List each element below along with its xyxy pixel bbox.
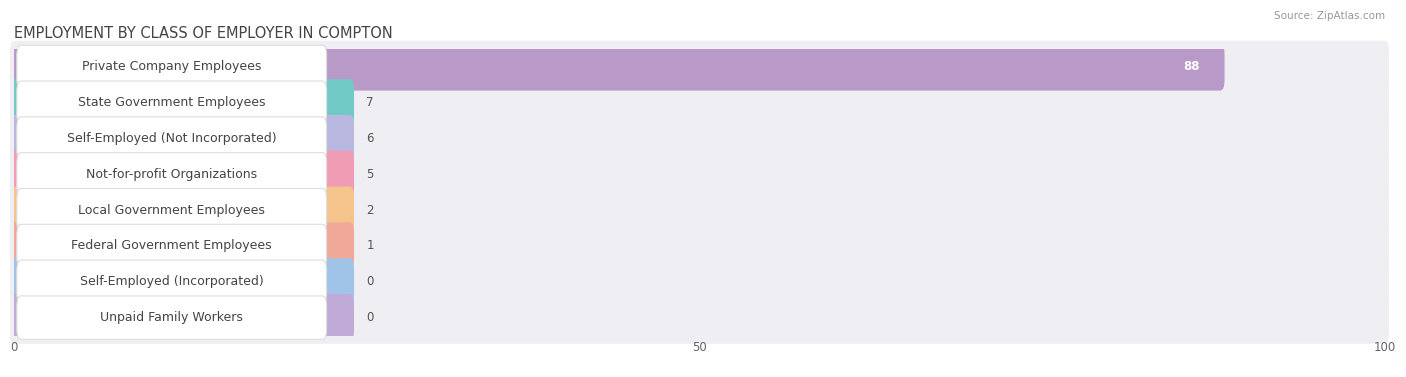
- FancyBboxPatch shape: [17, 188, 326, 232]
- FancyBboxPatch shape: [10, 294, 354, 341]
- Text: Private Company Employees: Private Company Employees: [82, 60, 262, 74]
- FancyBboxPatch shape: [10, 258, 354, 305]
- FancyBboxPatch shape: [10, 220, 1389, 272]
- Text: Self-Employed (Not Incorporated): Self-Employed (Not Incorporated): [67, 132, 277, 145]
- Text: 6: 6: [367, 132, 374, 145]
- Text: 7: 7: [367, 96, 374, 109]
- FancyBboxPatch shape: [10, 151, 354, 198]
- FancyBboxPatch shape: [17, 45, 326, 89]
- Text: 2: 2: [367, 204, 374, 217]
- Text: EMPLOYMENT BY CLASS OF EMPLOYER IN COMPTON: EMPLOYMENT BY CLASS OF EMPLOYER IN COMPT…: [14, 26, 392, 41]
- FancyBboxPatch shape: [10, 43, 1225, 90]
- FancyBboxPatch shape: [10, 115, 354, 162]
- Text: Source: ZipAtlas.com: Source: ZipAtlas.com: [1274, 11, 1385, 21]
- FancyBboxPatch shape: [17, 81, 326, 124]
- Text: 5: 5: [367, 168, 374, 181]
- Text: 0: 0: [367, 311, 374, 324]
- Text: Self-Employed (Incorporated): Self-Employed (Incorporated): [80, 275, 263, 288]
- FancyBboxPatch shape: [17, 296, 326, 339]
- Text: 0: 0: [367, 275, 374, 288]
- FancyBboxPatch shape: [17, 224, 326, 268]
- FancyBboxPatch shape: [10, 41, 1389, 93]
- FancyBboxPatch shape: [10, 112, 1389, 165]
- FancyBboxPatch shape: [17, 260, 326, 303]
- Text: Federal Government Employees: Federal Government Employees: [72, 239, 271, 253]
- FancyBboxPatch shape: [10, 77, 1389, 129]
- FancyBboxPatch shape: [10, 291, 1389, 344]
- FancyBboxPatch shape: [10, 256, 1389, 308]
- Text: Not-for-profit Organizations: Not-for-profit Organizations: [86, 168, 257, 181]
- Text: State Government Employees: State Government Employees: [77, 96, 266, 109]
- FancyBboxPatch shape: [17, 117, 326, 160]
- FancyBboxPatch shape: [17, 153, 326, 196]
- Text: Unpaid Family Workers: Unpaid Family Workers: [100, 311, 243, 324]
- Text: Local Government Employees: Local Government Employees: [79, 204, 266, 217]
- Text: 1: 1: [367, 239, 374, 253]
- FancyBboxPatch shape: [10, 148, 1389, 201]
- FancyBboxPatch shape: [10, 79, 354, 126]
- FancyBboxPatch shape: [10, 184, 1389, 236]
- FancyBboxPatch shape: [10, 222, 354, 270]
- Text: 88: 88: [1184, 60, 1199, 74]
- FancyBboxPatch shape: [10, 187, 354, 234]
